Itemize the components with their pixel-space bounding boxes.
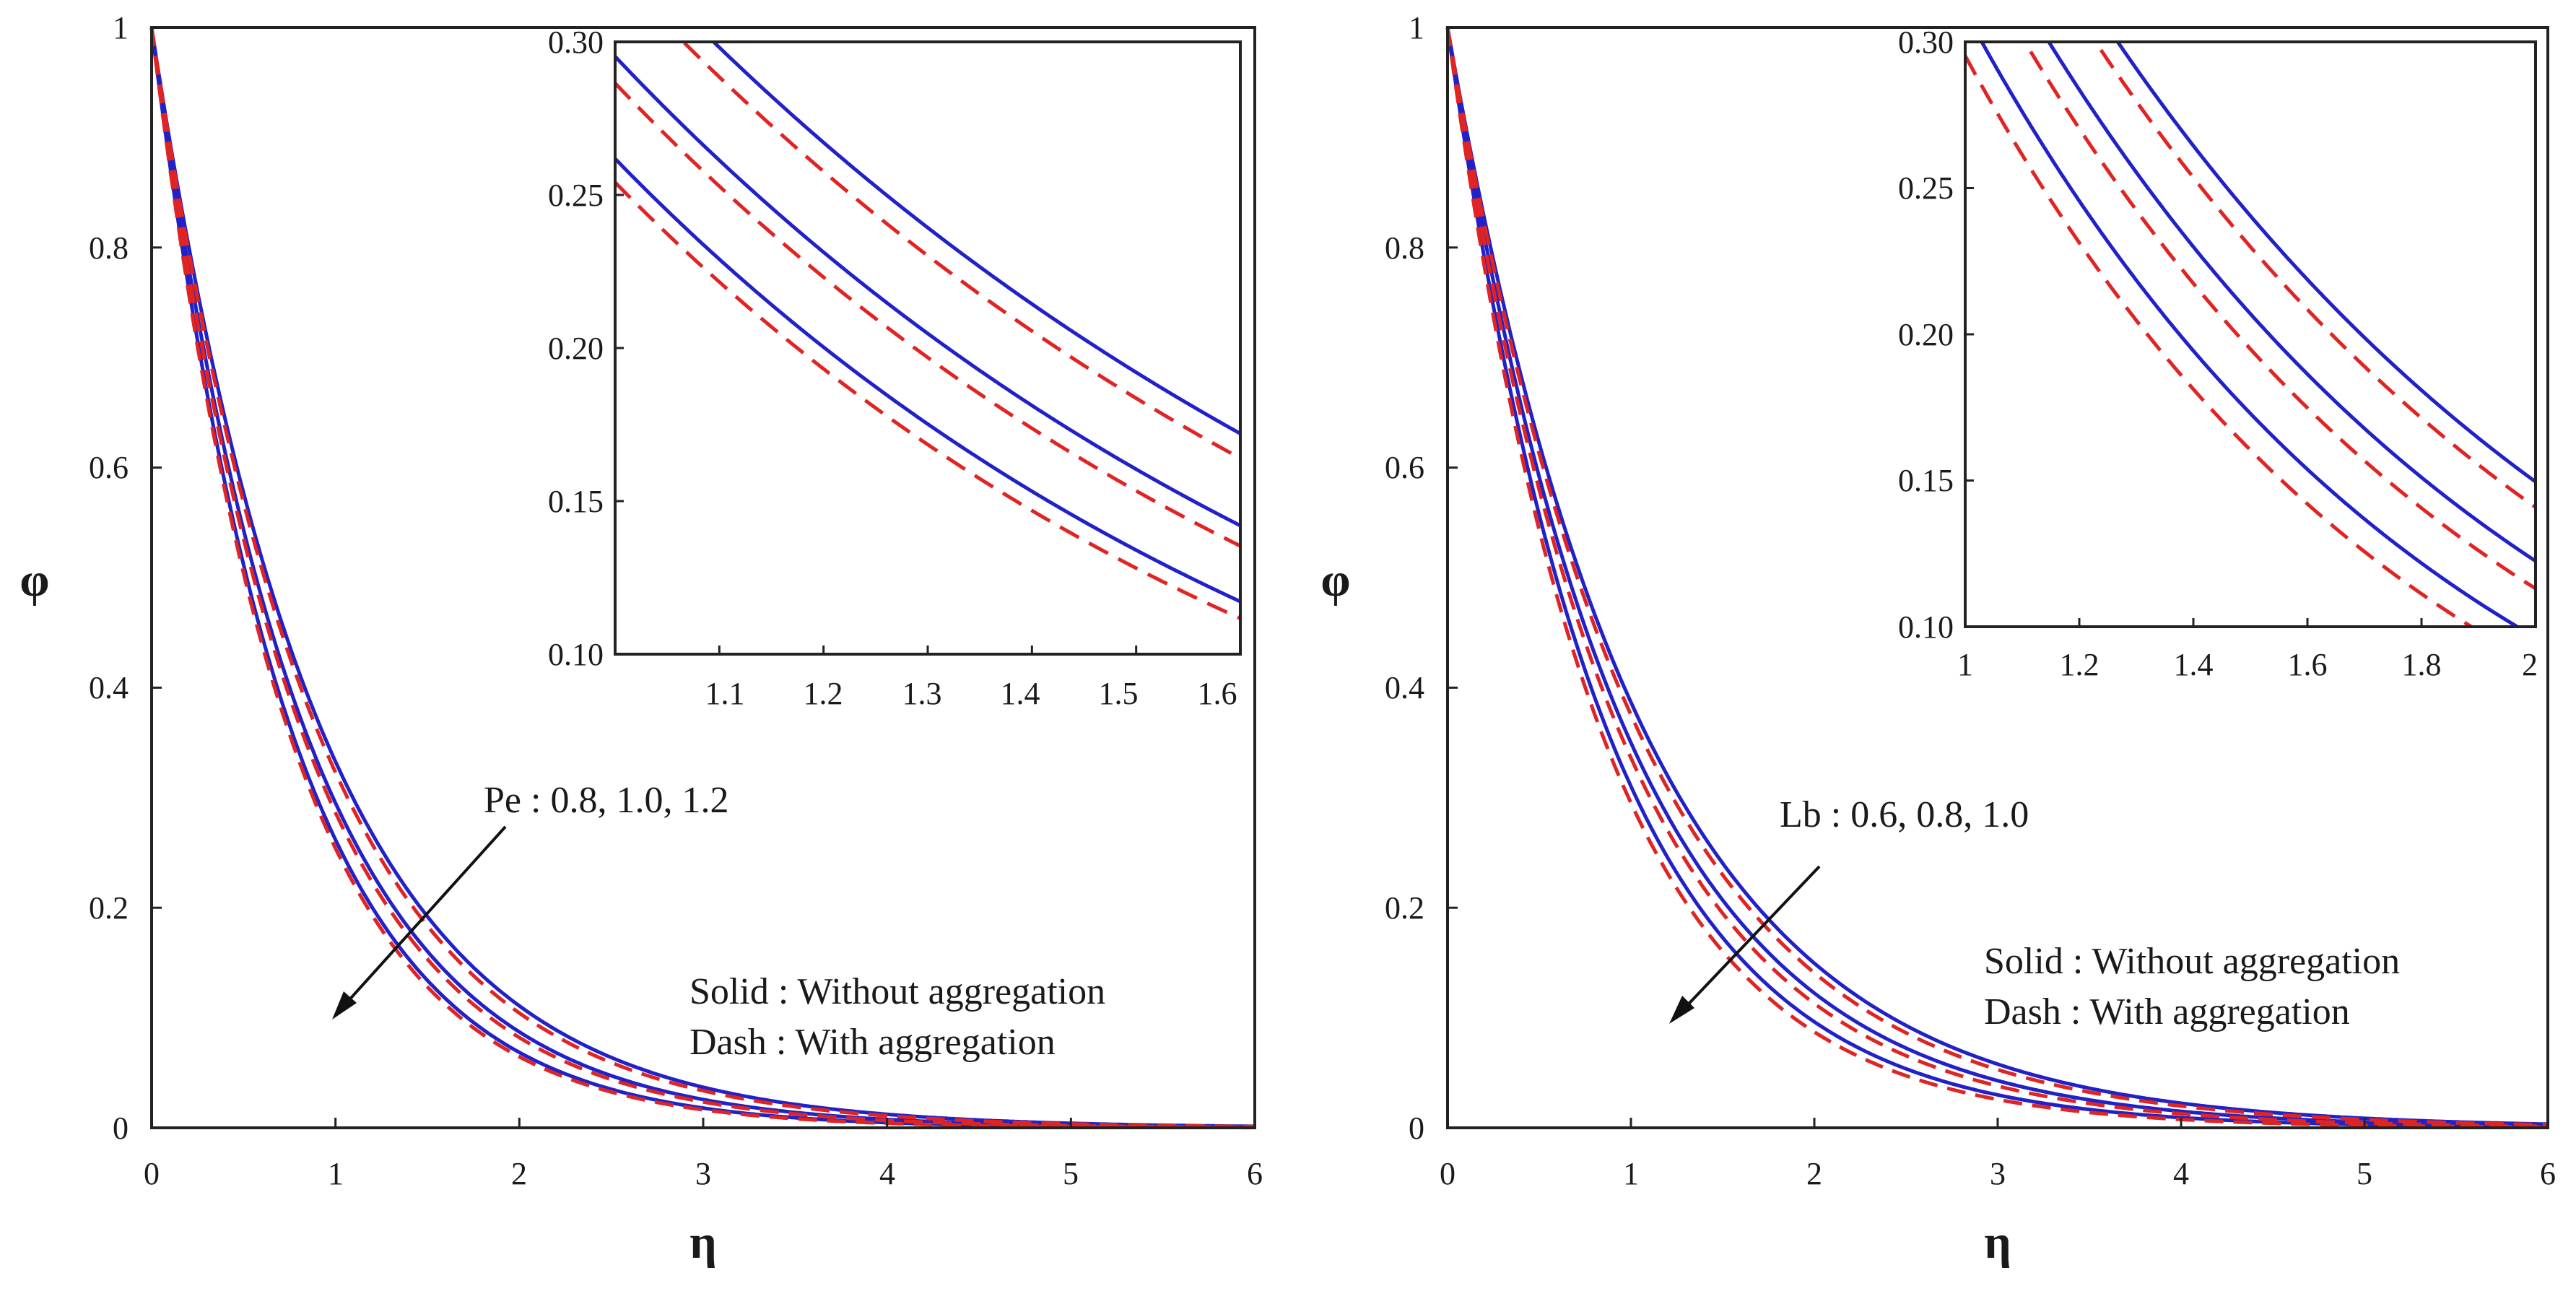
left-x-tick-label: 2 — [511, 1156, 527, 1191]
right-inset-y-tick-label: 0.15 — [1898, 463, 1954, 498]
right-inset-x-tick-label: 1.4 — [2174, 647, 2214, 682]
right-x-tick-label: 1 — [1623, 1156, 1639, 1191]
left-inset: 1.1 1.2 1.3 1.4 1.5 1.6 0.10 0.15 0.20 0… — [548, 25, 1242, 711]
left-inset-curve-group — [615, 42, 1240, 620]
right-legend-dash: Dash : With aggregation — [1984, 991, 2350, 1033]
right-ticks — [1446, 26, 2549, 1129]
left-inset-y-tick-label: 0.10 — [548, 637, 604, 672]
right-x-tick-label: 2 — [1806, 1156, 1822, 1191]
right-inset-dash-curve-3 — [1965, 55, 2475, 627]
right-inset-x-tick-label: 1.8 — [2402, 647, 2442, 682]
right-parameter-label: Lb : 0.6, 0.8, 1.0 — [1780, 794, 2029, 835]
left-y-tick-label: 0 — [113, 1110, 129, 1146]
right-inset-y-tick-label: 0.30 — [1898, 25, 1954, 60]
left-inset-x-tick-label: 1.2 — [804, 676, 843, 711]
right-inset: 1 1.2 1.4 1.6 1.8 2 0.10 0.15 0.20 0.25 … — [1898, 25, 2538, 682]
left-inset-x-tick-label: 1.6 — [1198, 676, 1237, 711]
right-inset-x-tick-label: 1.2 — [2060, 647, 2099, 682]
right-legend-solid: Solid : Without aggregation — [1984, 941, 2400, 982]
left-inset-solid-curve-2 — [615, 55, 1240, 528]
left-y-tick-label: 1 — [113, 10, 129, 45]
left-parameter-arrow — [338, 825, 507, 1012]
right-y-tick-label: 0 — [1409, 1110, 1424, 1146]
right-arrow-head — [1669, 996, 1694, 1024]
left-inset-dash-curve-1 — [680, 42, 1240, 460]
right-inset-x-tick-label: 1 — [1957, 647, 1973, 682]
left-dash-curve-2 — [149, 27, 1256, 1129]
left-inset-x-tick-label: 1.5 — [1099, 676, 1139, 711]
left-y-tick-label: 0.6 — [89, 450, 129, 485]
left-inset-x-tick-label: 1.1 — [705, 676, 745, 711]
right-y-tick-label: 0.2 — [1385, 890, 1424, 926]
right-dash-curve-2 — [1445, 27, 2548, 1129]
right-x-tick-label: 3 — [1990, 1156, 2006, 1191]
right-inset-y-tick-label: 0.25 — [1898, 170, 1954, 206]
left-inset-x-tick-label: 1.3 — [902, 676, 942, 711]
left-inset-dash-curve-3 — [615, 181, 1240, 620]
left-legend-dash: Dash : With aggregation — [689, 1022, 1056, 1063]
left-x-tick-label: 4 — [879, 1156, 895, 1191]
right-inset-x-tick-label: 1.6 — [2288, 647, 2328, 682]
right-inset-y-tick-label: 0.10 — [1898, 609, 1954, 645]
right-inset-solid-curve-1 — [2115, 42, 2536, 484]
right-x-tick-label: 0 — [1440, 1156, 1455, 1191]
right-inset-y-tick-label: 0.20 — [1898, 317, 1954, 352]
left-y-tick-label: 0.4 — [89, 670, 129, 705]
right-y-tick-label: 0.8 — [1385, 230, 1424, 266]
right-inset-dash-curve-1 — [2093, 42, 2536, 509]
right-inset-curve-group — [1965, 42, 2536, 627]
right-y-tick-label: 1 — [1409, 10, 1424, 45]
left-arrow-head — [332, 991, 357, 1020]
right-y-tick-label: 0.4 — [1385, 670, 1424, 705]
left-y-axis-title: φ — [19, 554, 49, 607]
left-inset-y-tick-label: 0.30 — [548, 25, 604, 60]
left-y-tick-label: 0.2 — [89, 890, 129, 926]
left-x-tick-label: 3 — [695, 1156, 711, 1191]
right-x-tick-label: 5 — [2357, 1156, 2372, 1191]
left-inset-ticks — [615, 40, 1242, 656]
left-x-tick-label: 6 — [1247, 1156, 1263, 1191]
right-inset-background — [1965, 42, 2536, 627]
left-parameter-label: Pe : 0.8, 1.0, 1.2 — [484, 780, 728, 821]
chart-left: 0 1 2 3 4 5 6 0 0.2 0.4 0.6 0.8 1 η φ Pe… — [19, 10, 1263, 1269]
left-inset-y-tick-label: 0.15 — [548, 484, 604, 519]
left-inset-background — [615, 42, 1240, 654]
left-inset-x-tick-label: 1.4 — [1001, 676, 1040, 711]
left-inset-solid-curve-1 — [710, 42, 1240, 435]
right-parameter-arrow — [1677, 865, 1821, 1016]
left-x-axis-title: η — [689, 1216, 716, 1269]
left-x-tick-label: 0 — [144, 1156, 160, 1191]
left-y-tick-label: 0.8 — [89, 230, 129, 266]
left-x-tick-label: 1 — [328, 1156, 344, 1191]
right-x-axis-title: η — [1984, 1216, 2011, 1269]
chart-right: 0 1 2 3 4 5 6 0 0.2 0.4 0.6 0.8 1 η φ Lb… — [1320, 10, 2556, 1269]
right-y-tick-label: 0.6 — [1385, 450, 1424, 485]
left-inset-solid-curve-3 — [615, 157, 1240, 604]
left-inset-dash-curve-2 — [615, 82, 1240, 548]
left-ticks — [150, 26, 1256, 1129]
left-inset-y-tick-label: 0.25 — [548, 178, 604, 213]
right-inset-ticks — [1964, 40, 2537, 628]
left-inset-y-tick-label: 0.20 — [548, 331, 604, 366]
right-x-tick-label: 4 — [2173, 1156, 2189, 1191]
right-x-tick-label: 6 — [2540, 1156, 2556, 1191]
right-inset-solid-curve-2 — [2046, 42, 2536, 563]
left-legend-solid: Solid : Without aggregation — [689, 971, 1105, 1012]
right-inset-dash-curve-2 — [2022, 42, 2536, 591]
right-inset-curves — [1965, 42, 2536, 627]
right-y-axis-title: φ — [1320, 554, 1350, 607]
left-x-tick-label: 5 — [1063, 1156, 1079, 1191]
right-inset-solid-curve-3 — [1980, 42, 2521, 627]
left-inset-curves — [615, 42, 1240, 620]
right-inset-x-tick-label: 2 — [2522, 647, 2538, 682]
